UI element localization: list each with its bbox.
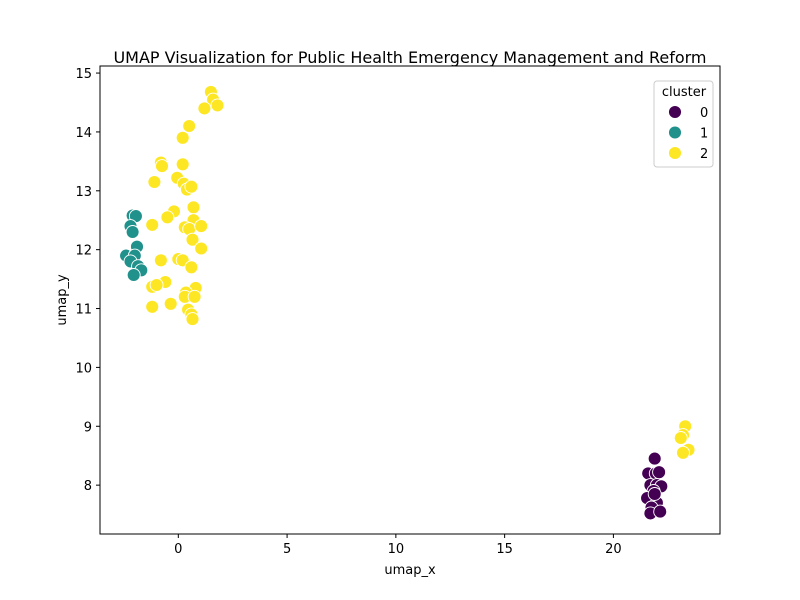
data-point-cluster-2 xyxy=(149,278,164,292)
data-point-cluster-2 xyxy=(187,289,202,304)
x-tick-label: 5 xyxy=(283,542,291,557)
data-point-cluster-2 xyxy=(182,119,197,133)
y-tick-label: 11 xyxy=(75,303,92,318)
data-point-cluster-2 xyxy=(160,210,175,225)
data-point-cluster-2 xyxy=(676,445,690,460)
data-point-cluster-2 xyxy=(185,232,200,247)
legend: cluster 0 1 2 xyxy=(653,80,714,168)
data-point-cluster-2 xyxy=(197,101,212,116)
data-point-cluster-2 xyxy=(673,431,688,445)
x-tick-label: 10 xyxy=(388,542,405,557)
data-point-cluster-2 xyxy=(184,179,199,194)
data-point-cluster-2 xyxy=(175,130,190,145)
data-point-cluster-1 xyxy=(125,225,140,239)
legend-marker-cluster-0 xyxy=(668,105,682,119)
y-axis-ticks: 8 9 10 11 12 13 14 15 xyxy=(75,67,100,494)
data-point-cluster-2 xyxy=(163,296,178,311)
legend-label-cluster-0: 0 xyxy=(700,106,708,121)
y-tick-label: 8 xyxy=(84,479,92,494)
plot-frame xyxy=(99,65,721,535)
data-point-cluster-0 xyxy=(652,465,667,480)
y-tick-label: 14 xyxy=(75,126,92,141)
data-point-cluster-2 xyxy=(155,159,169,174)
legend-marker-cluster-2 xyxy=(668,146,682,160)
legend-title: cluster xyxy=(662,85,707,100)
y-tick-label: 10 xyxy=(75,361,92,376)
data-point-cluster-1 xyxy=(126,268,141,282)
data-point-cluster-2 xyxy=(184,260,199,275)
data-point-cluster-2 xyxy=(153,253,168,268)
legend-label-cluster-1: 1 xyxy=(700,127,708,142)
chart-title: UMAP Visualization for Public Health Eme… xyxy=(113,48,706,67)
data-point-cluster-2 xyxy=(147,175,162,189)
y-tick-label: 12 xyxy=(75,244,92,259)
x-axis-label: umap_x xyxy=(384,563,436,578)
legend-box xyxy=(653,80,714,168)
x-tick-label: 20 xyxy=(605,542,622,557)
data-point-cluster-2 xyxy=(175,157,190,172)
legend-label-cluster-2: 2 xyxy=(700,147,708,162)
y-tick-label: 15 xyxy=(75,67,92,82)
legend-marker-cluster-1 xyxy=(668,125,682,140)
x-axis-ticks: 0 5 10 15 20 xyxy=(174,534,622,557)
data-point-cluster-2 xyxy=(186,200,201,215)
legend-items: 0 1 2 xyxy=(668,105,708,162)
x-tick-label: 0 xyxy=(174,542,182,557)
data-point-cluster-2 xyxy=(185,312,200,327)
data-point-cluster-2 xyxy=(210,98,225,113)
data-point-cluster-2 xyxy=(145,299,160,314)
y-axis-label: umap_y xyxy=(55,274,70,326)
x-tick-label: 15 xyxy=(496,542,513,557)
data-point-cluster-2 xyxy=(194,219,209,234)
data-point-cluster-0 xyxy=(647,487,662,501)
data-point-cluster-2 xyxy=(145,217,160,232)
data-point-cluster-2 xyxy=(194,241,209,256)
data-point-cluster-0 xyxy=(653,504,668,519)
plot-area xyxy=(119,84,696,521)
y-tick-label: 13 xyxy=(75,185,92,200)
data-point-cluster-0 xyxy=(647,451,662,466)
y-tick-label: 9 xyxy=(84,420,92,435)
